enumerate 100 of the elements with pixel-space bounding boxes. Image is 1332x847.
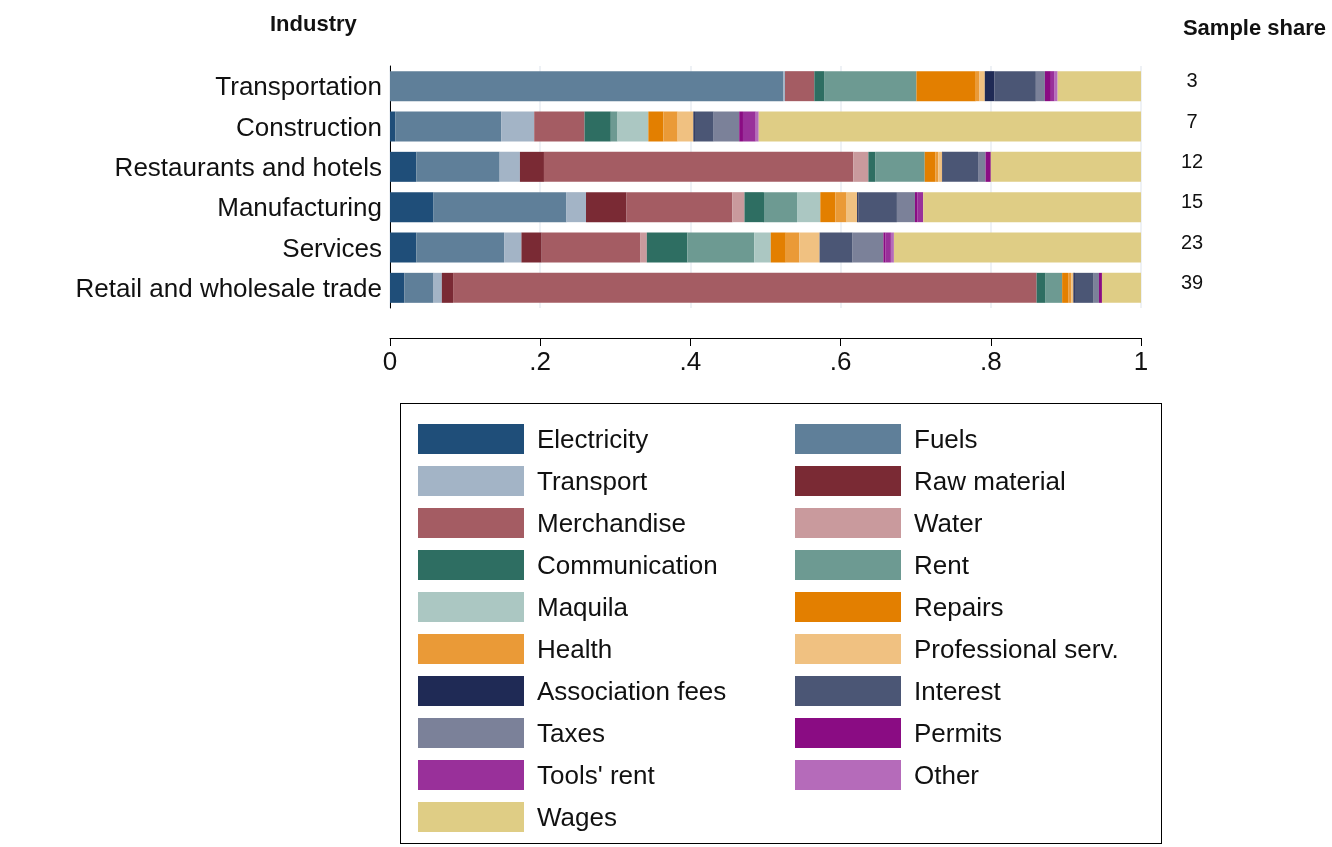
bar — [501, 111, 535, 142]
bar — [770, 232, 786, 263]
bar — [1035, 71, 1045, 102]
bar — [797, 192, 821, 223]
bar — [1045, 272, 1063, 303]
text: 7 — [1186, 109, 1198, 132]
bar — [820, 192, 836, 223]
bar — [975, 71, 980, 102]
x-tick-label: .6 — [829, 346, 852, 376]
bar — [893, 232, 1141, 263]
bar — [744, 192, 764, 223]
bar — [584, 111, 611, 142]
bar — [785, 232, 800, 263]
bar — [885, 232, 891, 263]
bar — [835, 192, 847, 223]
bar — [799, 232, 820, 263]
bar — [819, 232, 853, 263]
y-tick-label: Retail and wholesale trade — [75, 272, 382, 303]
legend-label: Electricity — [537, 424, 649, 454]
bar — [646, 232, 688, 263]
bar — [504, 232, 522, 263]
bar — [754, 232, 771, 263]
bar — [758, 111, 1141, 142]
bar — [1062, 272, 1069, 303]
text: 39 — [1180, 270, 1204, 293]
bar — [875, 151, 925, 182]
y2-axis-title: Sample share — [1182, 14, 1326, 40]
legend-label: Interest — [914, 676, 1002, 706]
bar — [648, 111, 664, 142]
bar — [896, 192, 915, 223]
bar — [990, 151, 1141, 182]
legend-label: Professional serv. — [914, 634, 1119, 664]
bar — [1093, 272, 1099, 303]
y-axis-title: Industry — [270, 10, 358, 36]
legend-label: Other — [914, 760, 980, 790]
text: 3 — [1186, 69, 1198, 92]
bar — [395, 111, 502, 142]
y-tick-label: Services — [282, 232, 382, 263]
legend-label: Fuels — [914, 424, 978, 454]
bar — [416, 151, 500, 182]
x-tick-label: .2 — [529, 346, 552, 376]
bar — [1036, 272, 1046, 303]
bar — [694, 111, 714, 142]
legend-label: Wages — [537, 802, 617, 832]
bar — [499, 151, 520, 182]
y-tick-label: Restaurants and hotels — [114, 151, 382, 182]
bar — [586, 192, 627, 223]
bar — [923, 192, 1141, 223]
bar — [663, 111, 678, 142]
y-tick-label: Transportation — [215, 71, 382, 102]
bar — [617, 111, 649, 142]
legend-label: Maquila — [537, 592, 629, 622]
bar — [390, 71, 784, 102]
bar — [916, 71, 976, 102]
bar — [521, 232, 542, 263]
x-tick-label: .8 — [979, 346, 1002, 376]
bar — [868, 151, 876, 182]
bar — [917, 192, 924, 223]
bar — [1098, 272, 1102, 303]
text: 12 — [1180, 149, 1204, 172]
bar — [541, 232, 641, 263]
bar — [713, 111, 740, 142]
bar — [390, 272, 405, 303]
legend-label: Water — [914, 508, 983, 538]
legend-label: Transport — [537, 466, 649, 496]
bar — [979, 71, 985, 102]
bar — [433, 272, 442, 303]
bar — [890, 232, 894, 263]
bar — [846, 192, 858, 223]
legend-label: Taxes — [537, 718, 605, 748]
bar — [1054, 71, 1058, 102]
bar — [640, 232, 647, 263]
bar — [610, 111, 618, 142]
bar — [390, 151, 417, 182]
x-tick-label: .4 — [679, 346, 702, 376]
bar — [433, 192, 567, 223]
bar — [924, 151, 936, 182]
legend-label: Repairs — [914, 592, 1004, 622]
bar — [764, 192, 798, 223]
text: 15 — [1180, 190, 1204, 213]
y-tick-label: Construction — [236, 111, 382, 142]
bar — [985, 151, 991, 182]
bar — [441, 272, 454, 303]
bar — [739, 111, 743, 142]
bar — [534, 111, 585, 142]
bar — [677, 111, 694, 142]
legend-label: Communication — [537, 550, 718, 580]
bar — [1050, 71, 1055, 102]
legend-label: Raw material — [914, 466, 1066, 496]
bar — [742, 111, 756, 142]
bar — [1074, 272, 1094, 303]
bar — [978, 151, 986, 182]
bar — [1044, 71, 1051, 102]
bar — [852, 232, 884, 263]
legend-label: Permits — [914, 718, 1003, 748]
bar — [543, 151, 854, 182]
bar — [853, 151, 869, 182]
bar — [626, 192, 733, 223]
bar — [942, 151, 979, 182]
bar — [416, 232, 505, 263]
